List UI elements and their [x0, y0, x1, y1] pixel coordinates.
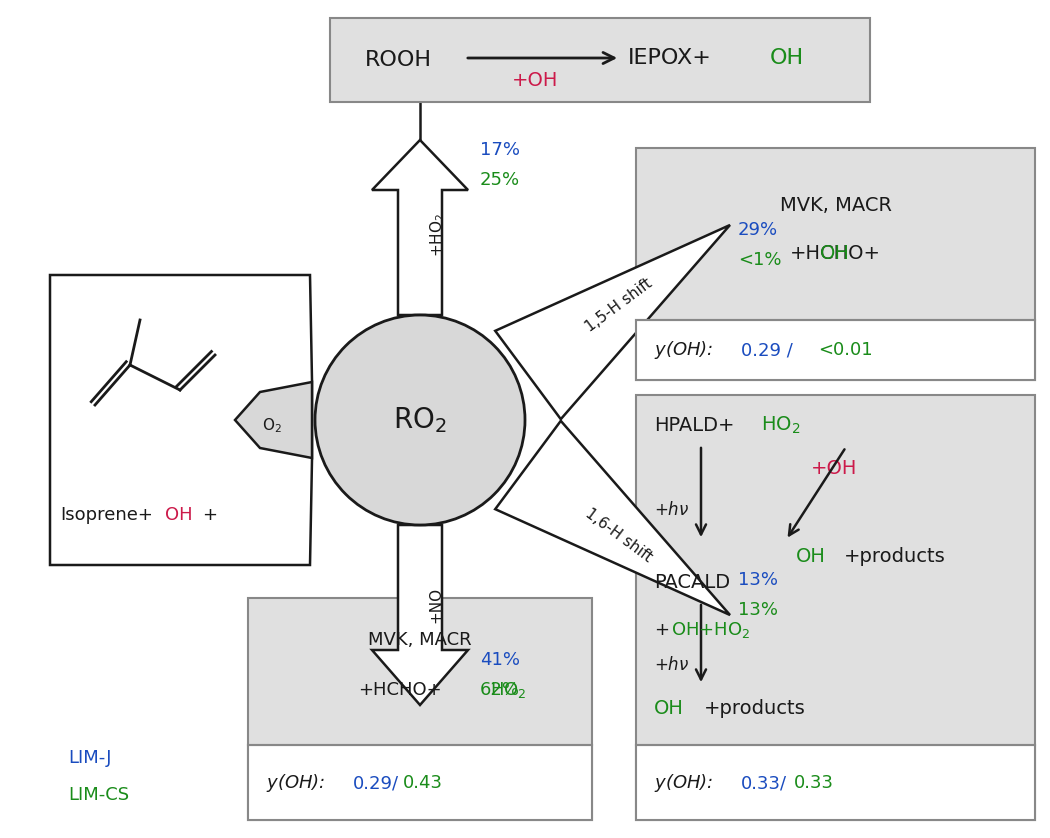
Text: 0.33/: 0.33/ [741, 774, 788, 792]
Text: OH: OH [820, 244, 849, 262]
Text: +NO: +NO [428, 587, 443, 623]
Text: +OH: +OH [811, 458, 858, 478]
Text: $y$(OH):: $y$(OH): [266, 772, 327, 794]
Polygon shape [636, 148, 1035, 380]
Text: 13%: 13% [738, 571, 778, 589]
Text: O$_2$: O$_2$ [262, 416, 281, 436]
Text: HO$_2$: HO$_2$ [761, 414, 800, 436]
Text: ROOH: ROOH [365, 50, 432, 70]
Text: +$h\nu$: +$h\nu$ [654, 501, 690, 519]
Text: OH: OH [770, 48, 804, 68]
Text: LIM-CS: LIM-CS [68, 786, 129, 804]
Polygon shape [235, 382, 312, 458]
Polygon shape [50, 275, 312, 565]
Text: +$h\nu$: +$h\nu$ [654, 656, 690, 674]
Text: 0.33: 0.33 [794, 774, 834, 792]
Text: HPALD+: HPALD+ [654, 416, 735, 434]
Text: +products: +products [844, 546, 946, 566]
Text: OH+HO$_2$: OH+HO$_2$ [671, 620, 751, 640]
Text: HO$_2$: HO$_2$ [490, 680, 527, 700]
Text: OH: OH [796, 546, 826, 566]
Text: MVK, MACR: MVK, MACR [369, 631, 471, 649]
Text: 41%: 41% [480, 651, 520, 669]
Text: 0.29 /: 0.29 / [741, 341, 793, 359]
Text: 62%: 62% [480, 681, 520, 699]
Text: IEPOX+: IEPOX+ [628, 48, 712, 68]
Text: 29%: 29% [738, 221, 778, 239]
Text: +HCHO+: +HCHO+ [358, 681, 442, 699]
Text: +products: +products [704, 699, 805, 717]
Text: +: + [654, 621, 669, 639]
Text: +: + [202, 506, 217, 524]
Polygon shape [372, 140, 468, 315]
Text: +OH: +OH [511, 70, 559, 90]
Text: $y$(OH):: $y$(OH): [654, 772, 715, 794]
Text: LIM-J: LIM-J [68, 749, 111, 767]
Polygon shape [248, 745, 592, 820]
Polygon shape [248, 598, 592, 820]
Polygon shape [496, 225, 730, 419]
Text: PACALD: PACALD [654, 572, 730, 592]
Text: +HO$_2$: +HO$_2$ [428, 213, 446, 257]
Text: RO$_2$: RO$_2$ [393, 405, 447, 435]
Text: OH: OH [165, 506, 192, 524]
Text: 17%: 17% [480, 141, 520, 159]
Text: +HCHO+: +HCHO+ [790, 244, 881, 262]
Text: 1,5-H shift: 1,5-H shift [583, 276, 655, 334]
Polygon shape [636, 320, 1035, 380]
Polygon shape [636, 745, 1035, 820]
Text: Isoprene+: Isoprene+ [60, 506, 153, 524]
Text: 0.29/: 0.29/ [353, 774, 399, 792]
Text: MVK, MACR: MVK, MACR [779, 195, 891, 215]
Polygon shape [496, 421, 730, 615]
Polygon shape [372, 525, 468, 705]
Text: 13%: 13% [738, 601, 778, 619]
Text: 25%: 25% [480, 171, 520, 189]
Text: OH: OH [654, 699, 684, 717]
Text: $y$(OH):: $y$(OH): [654, 339, 715, 361]
Text: <0.01: <0.01 [818, 341, 873, 359]
Polygon shape [636, 395, 1035, 820]
Text: 1,6-H shift: 1,6-H shift [583, 505, 655, 565]
Polygon shape [330, 18, 870, 102]
Text: 0.43: 0.43 [403, 774, 443, 792]
Circle shape [315, 315, 525, 525]
Text: <1%: <1% [738, 251, 781, 269]
